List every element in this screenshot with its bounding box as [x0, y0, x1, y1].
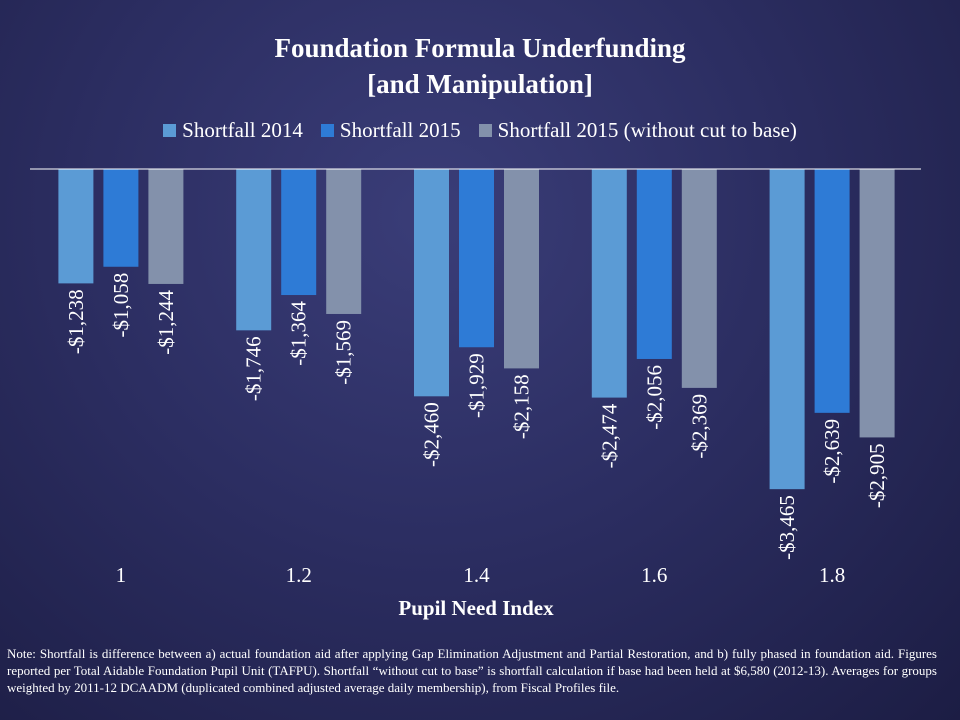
- bar-series2-cat3: [681, 169, 717, 388]
- bars-layer: [58, 169, 895, 490]
- legend-swatch-shortfall-2015-no-cut: [478, 124, 492, 137]
- bar-series1-cat2: [459, 169, 494, 348]
- data-label-series2-cat0: -$1,244: [154, 289, 178, 354]
- data-label-series0-cat3: -$2,474: [597, 403, 621, 468]
- x-tick-label-1: 1.2: [286, 563, 312, 587]
- bar-series1-cat4: [814, 169, 850, 413]
- data-label-series2-cat3: -$2,369: [687, 394, 711, 459]
- data-label-series1-cat1: -$1,364: [287, 301, 311, 366]
- bar-series0-cat2: [414, 169, 449, 397]
- bar-series2-cat1: [326, 169, 362, 314]
- x-tick-label-0: 1: [116, 563, 127, 587]
- data-label-series1-cat0: -$1,058: [109, 273, 133, 338]
- bar-series0-cat0: [58, 169, 94, 284]
- legend-label-shortfall-2015: Shortfall 2015: [339, 118, 461, 142]
- legend-swatch-shortfall-2014: [163, 124, 177, 137]
- data-label-series0-cat1: -$1,746: [242, 336, 266, 401]
- x-tick-label-4: 1.8: [819, 563, 845, 587]
- data-label-series0-cat2: -$2,460: [420, 402, 444, 467]
- data-label-series1-cat2: -$1,929: [465, 353, 489, 418]
- legend-swatch-shortfall-2015: [320, 124, 334, 137]
- chart-title-line1: Foundation Formula Underfunding: [274, 33, 686, 63]
- data-labels-layer: -$1,238 -$1,058 -$1,244 -$1,746 -$1,364 -$1,5…: [64, 273, 889, 560]
- legend-item-shortfall-2015: Shortfall 2015: [320, 118, 461, 143]
- data-label-series2-cat4: -$2,905: [865, 443, 889, 508]
- footnote: Note: Shortfall is difference between a)…: [7, 646, 937, 695]
- bar-series2-cat0: [148, 169, 184, 284]
- bar-series2-cat4: [859, 169, 895, 438]
- legend-label-shortfall-2014: Shortfall 2014: [182, 118, 303, 142]
- x-axis-title: Pupil Need Index: [398, 596, 554, 620]
- bar-chart: -$1,238 -$1,058 -$1,244 -$1,746 -$1,364 -$1,5…: [58, 169, 895, 620]
- data-label-series1-cat3: -$2,056: [642, 365, 666, 430]
- bar-series1-cat3: [636, 169, 672, 359]
- x-tick-label-3: 1.6: [641, 563, 667, 587]
- x-tick-labels-layer: 1 1.2 1.4 1.6 1.8: [116, 563, 846, 587]
- legend-item-shortfall-2014: Shortfall 2014: [163, 118, 303, 143]
- bar-series0-cat4: [769, 169, 805, 490]
- chart-legend: Shortfall 2014 Shortfall 2015 Shortfall …: [0, 118, 960, 143]
- data-label-series0-cat0: -$1,238: [64, 289, 88, 354]
- data-label-series0-cat4: -$3,465: [775, 495, 799, 560]
- bar-series1-cat0: [103, 169, 139, 267]
- data-label-series1-cat4: -$2,639: [820, 419, 844, 484]
- bar-series0-cat1: [236, 169, 272, 331]
- legend-item-shortfall-2015-no-cut: Shortfall 2015 (without cut to base): [478, 118, 797, 143]
- legend-label-shortfall-2015-no-cut: Shortfall 2015 (without cut to base): [497, 118, 797, 142]
- chart-title-line2: [and Manipulation]: [367, 69, 593, 99]
- bar-series0-cat3: [591, 169, 627, 398]
- x-tick-label-2: 1.4: [463, 563, 490, 587]
- data-label-series2-cat2: -$2,158: [510, 374, 534, 439]
- bar-series2-cat2: [504, 169, 539, 369]
- data-label-series2-cat1: -$1,569: [332, 320, 356, 385]
- bar-series1-cat1: [281, 169, 317, 296]
